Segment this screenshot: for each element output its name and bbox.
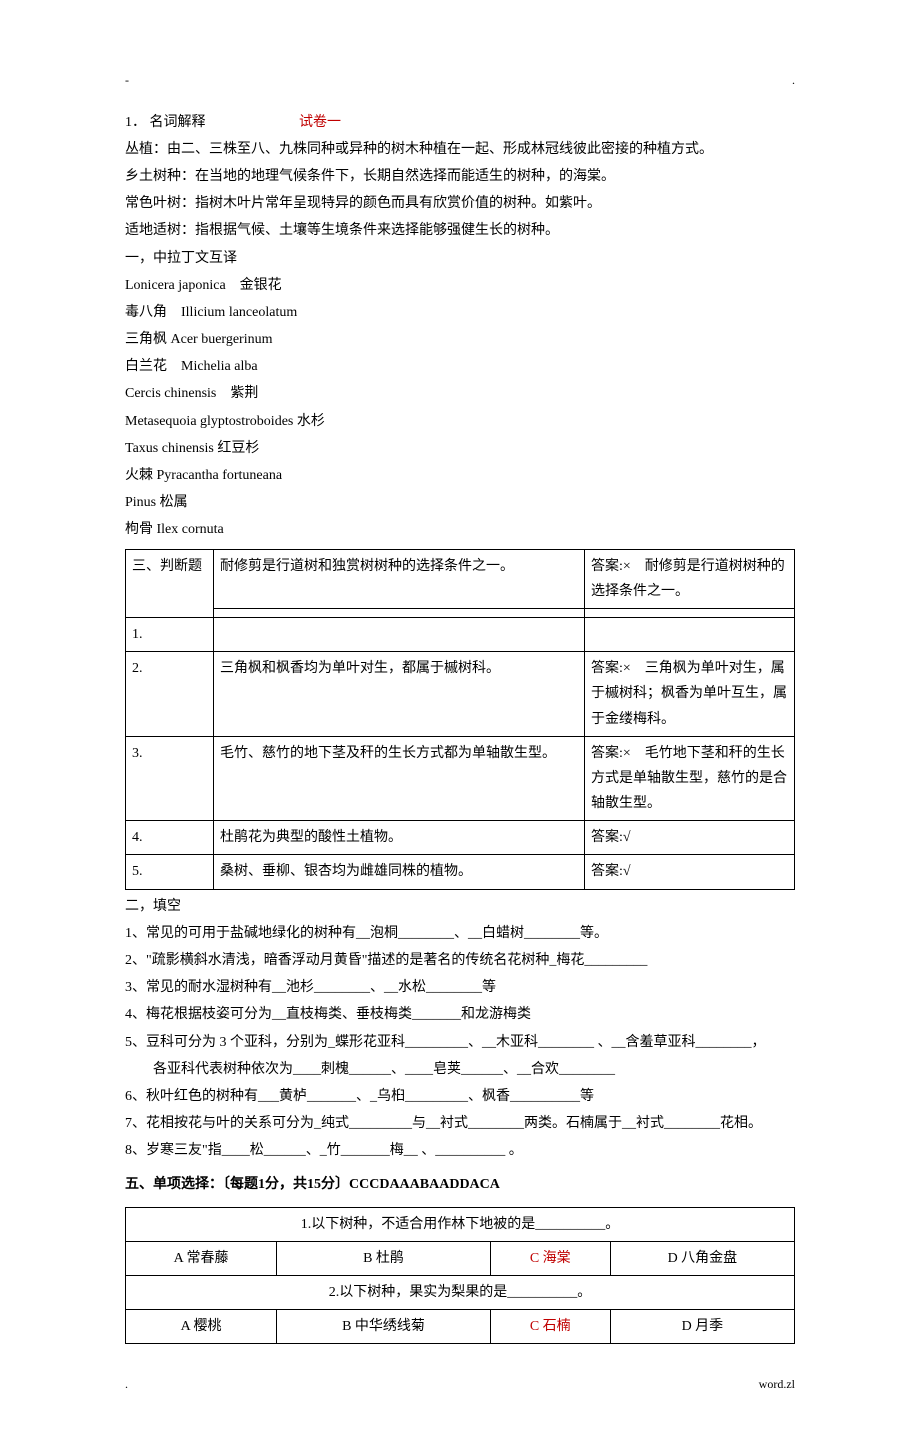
judge-question: 杜鹃花为典型的酸性土植物。 bbox=[214, 821, 585, 855]
table-row: 5. 桑树、垂柳、银杏均为雌雄同株的植物。 答案:√ bbox=[126, 855, 795, 889]
mc-option-correct: C 石楠 bbox=[490, 1310, 610, 1344]
mc-option: D 八角金盘 bbox=[610, 1241, 794, 1275]
fill-heading: 二，填空 bbox=[125, 894, 795, 919]
table-row: 4. 杜鹃花为典型的酸性土植物。 答案:√ bbox=[126, 821, 795, 855]
latin-item: 毒八角 Illicium lanceolatum bbox=[125, 300, 795, 325]
table-row: A 樱桃 B 中华绣线菊 C 石楠 D 月季 bbox=[126, 1310, 795, 1344]
latin-item: Lonicera japonica 金银花 bbox=[125, 273, 795, 298]
definition-item: 适地适树：指根据气候、土壤等生境条件来选择能够强健生长的树种。 bbox=[125, 218, 795, 243]
judge-question: 耐修剪是行道树和独赏树树种的选择条件之一。 bbox=[214, 549, 585, 608]
table-row: 3. 毛竹、慈竹的地下茎及秆的生长方式都为单轴散生型。 答案:× 毛竹地下茎和秆… bbox=[126, 736, 795, 821]
empty-cell bbox=[585, 617, 795, 651]
table-row: A 常春藤 B 杜鹃 C 海棠 D 八角金盘 bbox=[126, 1241, 795, 1275]
judge-answer: 答案:√ bbox=[585, 821, 795, 855]
judge-num: 2. bbox=[126, 652, 214, 737]
judge-num: 3. bbox=[126, 736, 214, 821]
mc-option: D 月季 bbox=[610, 1310, 794, 1344]
latin-heading: 一，中拉丁文互译 bbox=[125, 246, 795, 271]
judge-answer: 答案:× 三角枫为单叶对生，属于槭树科；枫香为单叶互生，属于金缕梅科。 bbox=[585, 652, 795, 737]
judge-question: 桑树、垂柳、银杏均为雌雄同株的植物。 bbox=[214, 855, 585, 889]
mc-question: 1.以下树种，不适合用作林下地被的是__________。 bbox=[126, 1207, 795, 1241]
header-left-mark: - bbox=[125, 70, 129, 92]
empty-cell bbox=[585, 608, 795, 617]
page-header-marks: - . bbox=[125, 70, 795, 92]
latin-item: Pinus 松属 bbox=[125, 490, 795, 515]
section1-title-line: 1． 名词解释 试卷一 bbox=[125, 110, 795, 135]
footer-left: . bbox=[125, 1374, 128, 1396]
latin-item: Cercis chinensis 紫荆 bbox=[125, 381, 795, 406]
judge-answer: 答案:× 毛竹地下茎和秆的生长方式是单轴散生型，慈竹的是合轴散生型。 bbox=[585, 736, 795, 821]
mc-heading: 五、单项选择：〔每题1分，共15分〕CCCDAAABAADDACA bbox=[125, 1172, 795, 1197]
fill-list: 1、常见的可用于盐碱地绿化的树种有__泡桐________、__白蜡树_____… bbox=[125, 921, 795, 1164]
judge-num: 4. bbox=[126, 821, 214, 855]
section1-title: 名词解释 bbox=[150, 115, 206, 130]
fill-item: 4、梅花根据枝姿可分为__直枝梅类、垂枝梅类_______和龙游梅类 bbox=[125, 1002, 795, 1027]
fill-item: 3、常见的耐水湿树种有__池杉________、__水松________等 bbox=[125, 975, 795, 1000]
exam-tag: 试卷一 bbox=[299, 115, 341, 130]
mc-table: 1.以下树种，不适合用作林下地被的是__________。 A 常春藤 B 杜鹃… bbox=[125, 1207, 795, 1345]
latin-item: 枸骨 Ilex cornuta bbox=[125, 517, 795, 542]
page-footer: . word.zl bbox=[125, 1374, 795, 1396]
latin-item: Taxus chinensis 红豆杉 bbox=[125, 436, 795, 461]
judge-num: 5. bbox=[126, 855, 214, 889]
header-right-mark: . bbox=[792, 70, 795, 92]
fill-item: 6、秋叶红色的树种有___黄栌_______、_乌桕_________、枫香__… bbox=[125, 1084, 795, 1109]
fill-subitem: 各亚科代表树种依次为____刺槐______、____皂荚______、__合欢… bbox=[125, 1057, 795, 1082]
empty-cell bbox=[214, 608, 585, 617]
section1-number: 1． bbox=[125, 115, 146, 130]
mc-option: B 杜鹃 bbox=[277, 1241, 491, 1275]
footer-right: word.zl bbox=[759, 1374, 795, 1396]
fill-item: 2、"疏影横斜水清浅，暗香浮动月黄昏"描述的是著名的传统名花树种_梅花_____… bbox=[125, 948, 795, 973]
fill-item: 1、常见的可用于盐碱地绿化的树种有__泡桐________、__白蜡树_____… bbox=[125, 921, 795, 946]
latin-item: Metasequoia glyptostroboides 水杉 bbox=[125, 409, 795, 434]
mc-option-correct: C 海棠 bbox=[490, 1241, 610, 1275]
judge-heading-cell: 三、判断题 bbox=[126, 549, 214, 617]
judge-question: 三角枫和枫香均为单叶对生，都属于槭树科。 bbox=[214, 652, 585, 737]
mc-option: B 中华绣线菊 bbox=[277, 1310, 491, 1344]
table-row: 1. bbox=[126, 617, 795, 651]
mc-option: A 常春藤 bbox=[126, 1241, 277, 1275]
fill-item: 7、花相按花与叶的关系可分为_纯式_________与__衬式________两… bbox=[125, 1111, 795, 1136]
definition-item: 乡土树种：在当地的地理气候条件下，长期自然选择而能适生的树种，的海棠。 bbox=[125, 164, 795, 189]
latin-item: 三角枫 Acer buergerinum bbox=[125, 327, 795, 352]
mc-question: 2.以下树种，果实为梨果的是__________。 bbox=[126, 1276, 795, 1310]
judge-answer: 答案:× 耐修剪是行道树树种的选择条件之一。 bbox=[585, 549, 795, 608]
mc-option: A 樱桃 bbox=[126, 1310, 277, 1344]
judge-num: 1. bbox=[126, 617, 214, 651]
empty-cell bbox=[214, 617, 585, 651]
table-row: 1.以下树种，不适合用作林下地被的是__________。 bbox=[126, 1207, 795, 1241]
judgement-table: 三、判断题 耐修剪是行道树和独赏树树种的选择条件之一。 答案:× 耐修剪是行道树… bbox=[125, 549, 795, 890]
definition-item: 常色叶树：指树木叶片常年呈现特异的颜色而具有欣赏价值的树种。如紫叶。 bbox=[125, 191, 795, 216]
judge-answer: 答案:√ bbox=[585, 855, 795, 889]
fill-item: 8、岁寒三友"指____松______、_竹_______梅__ 、______… bbox=[125, 1138, 795, 1163]
table-row: 2.以下树种，果实为梨果的是__________。 bbox=[126, 1276, 795, 1310]
table-row: 2. 三角枫和枫香均为单叶对生，都属于槭树科。 答案:× 三角枫为单叶对生，属于… bbox=[126, 652, 795, 737]
judge-question: 毛竹、慈竹的地下茎及秆的生长方式都为单轴散生型。 bbox=[214, 736, 585, 821]
table-row bbox=[126, 608, 795, 617]
definition-item: 丛植：由二、三株至八、九株同种或异种的树木种植在一起、形成林冠线彼此密接的种植方… bbox=[125, 137, 795, 162]
latin-item: 白兰花 Michelia alba bbox=[125, 354, 795, 379]
table-row: 三、判断题 耐修剪是行道树和独赏树树种的选择条件之一。 答案:× 耐修剪是行道树… bbox=[126, 549, 795, 608]
latin-item: 火棘 Pyracantha fortuneana bbox=[125, 463, 795, 488]
fill-item: 5、豆科可分为 3 个亚科，分别为_蝶形花亚科_________、__木亚科__… bbox=[125, 1030, 795, 1055]
